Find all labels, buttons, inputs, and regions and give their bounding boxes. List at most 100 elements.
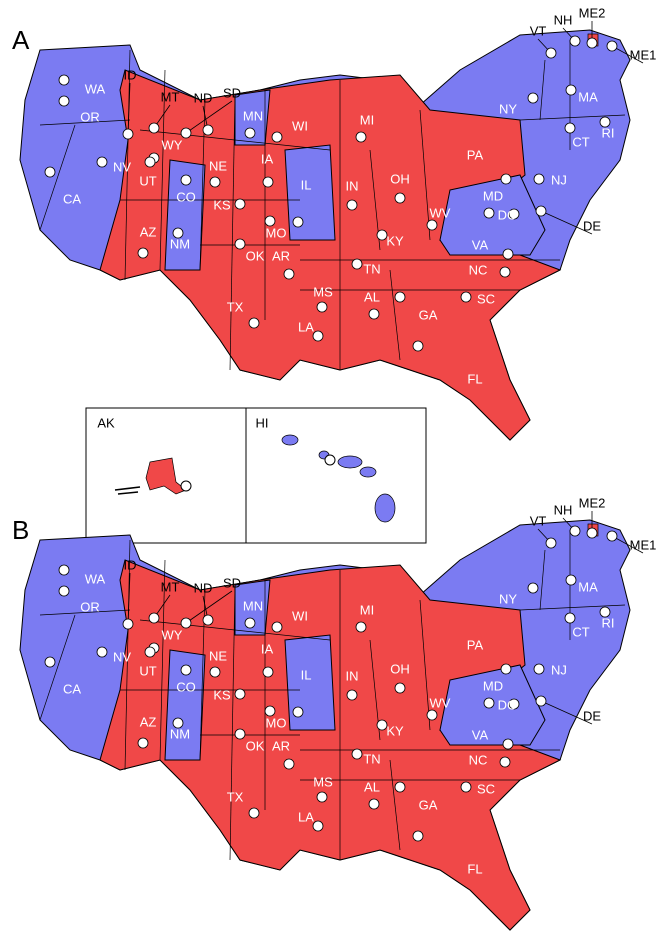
state-label: DC bbox=[498, 697, 517, 712]
state-label: OR bbox=[80, 109, 100, 124]
state-dot bbox=[528, 583, 538, 593]
state-label: NH bbox=[554, 12, 573, 27]
state-dot bbox=[293, 707, 303, 717]
blue-region bbox=[285, 145, 335, 240]
state-label: DC bbox=[498, 207, 517, 222]
state-dot bbox=[59, 565, 69, 575]
state-label: NV bbox=[113, 159, 131, 174]
state-label: VT bbox=[530, 513, 547, 528]
state-label: TN bbox=[363, 261, 380, 276]
state-label: MS bbox=[313, 284, 333, 299]
state-dot bbox=[500, 757, 510, 767]
state-dot bbox=[484, 698, 494, 708]
state-dot bbox=[284, 759, 294, 769]
state-dot bbox=[369, 309, 379, 319]
state-dot bbox=[123, 129, 133, 139]
figure: AWAORCANVIDMTWYUTNDSDCOAZNMNEKSMNIAMOOKA… bbox=[0, 0, 672, 940]
state-label: UT bbox=[139, 173, 156, 188]
state-dot bbox=[565, 123, 575, 133]
state-dot bbox=[181, 665, 191, 675]
state-dot bbox=[149, 123, 159, 133]
state-dot bbox=[317, 792, 327, 802]
state-dot bbox=[325, 455, 335, 465]
state-label: TN bbox=[363, 751, 380, 766]
state-label: MI bbox=[360, 112, 374, 127]
state-dot bbox=[352, 259, 362, 269]
state-label: SC bbox=[477, 291, 495, 306]
state-dot bbox=[235, 239, 245, 249]
state-label: ND bbox=[194, 580, 213, 595]
state-label: OR bbox=[80, 599, 100, 614]
state-dot bbox=[181, 481, 191, 491]
state-label: AR bbox=[272, 738, 290, 753]
state-dot bbox=[395, 683, 405, 693]
state-dot bbox=[235, 199, 245, 209]
state-label: IL bbox=[301, 177, 312, 192]
state-label: OK bbox=[246, 248, 265, 263]
state-label: PA bbox=[467, 637, 484, 652]
state-label: KS bbox=[213, 687, 231, 702]
state-label: NM bbox=[170, 236, 190, 251]
state-label: SD bbox=[223, 575, 241, 590]
state-label: TX bbox=[227, 789, 244, 804]
state-label: OK bbox=[246, 738, 265, 753]
state-dot bbox=[500, 267, 510, 277]
state-dot bbox=[395, 782, 405, 792]
panel-label: A bbox=[12, 25, 30, 55]
state-label: NY bbox=[499, 101, 517, 116]
state-label: MT bbox=[161, 579, 180, 594]
state-label: NJ bbox=[551, 662, 567, 677]
state-dot bbox=[123, 619, 133, 629]
state-dot bbox=[534, 664, 544, 674]
state-label: LA bbox=[298, 319, 314, 334]
state-label: MA bbox=[578, 579, 598, 594]
state-dot bbox=[461, 782, 471, 792]
state-label: TX bbox=[227, 299, 244, 314]
state-label: CO bbox=[176, 189, 196, 204]
state-dot bbox=[413, 831, 423, 841]
state-dot bbox=[138, 248, 148, 258]
state-label: CT bbox=[572, 624, 589, 639]
state-label: GA bbox=[419, 797, 438, 812]
state-dot bbox=[203, 125, 213, 135]
state-dot bbox=[546, 538, 556, 548]
state-dot bbox=[534, 174, 544, 184]
state-dot bbox=[546, 48, 556, 58]
state-label: AZ bbox=[140, 714, 157, 729]
state-label: VA bbox=[472, 727, 489, 742]
state-label: ME2 bbox=[579, 495, 606, 510]
state-dot bbox=[59, 75, 69, 85]
state-label: KY bbox=[386, 723, 404, 738]
state-dot bbox=[536, 696, 546, 706]
state-dot bbox=[313, 821, 323, 831]
state-label: WI bbox=[292, 118, 308, 133]
state-label: RI bbox=[602, 125, 615, 140]
state-label: WY bbox=[162, 627, 183, 642]
state-dot bbox=[181, 175, 191, 185]
hawaii-island bbox=[338, 456, 362, 468]
state-label: ID bbox=[124, 557, 137, 572]
state-dot bbox=[263, 177, 273, 187]
hawaii-island bbox=[375, 494, 395, 522]
state-label: NE bbox=[209, 648, 227, 663]
state-label: OH bbox=[390, 171, 410, 186]
state-label: MT bbox=[161, 89, 180, 104]
state-label: WI bbox=[292, 608, 308, 623]
inset-label: HI bbox=[256, 415, 269, 430]
state-dot bbox=[369, 799, 379, 809]
state-dot bbox=[503, 739, 513, 749]
state-dot bbox=[249, 318, 259, 328]
state-label: NH bbox=[554, 502, 573, 517]
state-label: IN bbox=[346, 668, 359, 683]
state-label: MO bbox=[266, 715, 287, 730]
state-label: KY bbox=[386, 233, 404, 248]
state-dot bbox=[263, 667, 273, 677]
state-dot bbox=[356, 132, 366, 142]
state-label: IL bbox=[301, 667, 312, 682]
state-label: IA bbox=[261, 151, 274, 166]
state-label: SD bbox=[223, 85, 241, 100]
state-label: CA bbox=[63, 681, 81, 696]
state-label: VT bbox=[530, 23, 547, 38]
state-label: MD bbox=[483, 678, 503, 693]
